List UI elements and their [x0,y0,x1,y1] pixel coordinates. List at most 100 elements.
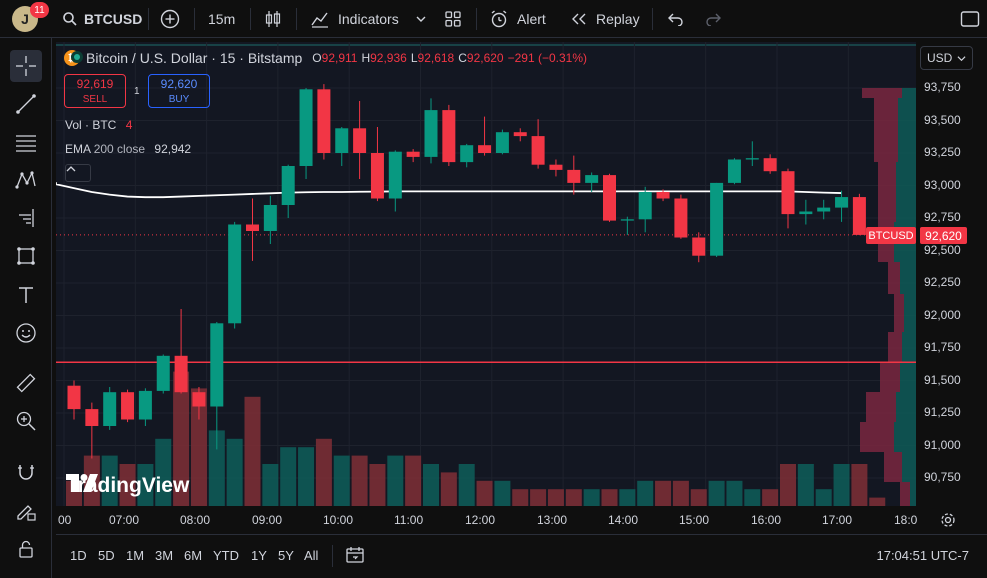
rewind-icon [572,13,586,25]
volume-bar [547,489,564,506]
volume-profile-bar-sell [878,162,896,222]
chart-settings-button[interactable] [940,512,956,531]
forecast-tool[interactable] [10,202,42,234]
candle-body [174,355,188,393]
compare-symbol-button[interactable] [160,0,180,38]
ema-value: 92,942 [154,142,192,156]
time-label: 09:00 [252,513,283,527]
candle-body [460,145,474,163]
magnet-tool[interactable] [10,456,42,488]
currency-label: USD [927,51,953,65]
volume-profile-bar-buy [904,294,916,332]
zoom-tool[interactable] [10,405,42,437]
range-1m-button[interactable]: 1M [126,548,145,563]
stay-drawing-tool[interactable] [10,495,42,527]
price-scale[interactable]: 93,750 93,500 93,250 93,000 92,750 92,500 92,2… [916,42,987,506]
volume-profile-bar-buy [896,392,916,422]
volume-bar [119,464,136,506]
market-status-icon [71,51,83,63]
plus-circle-icon [160,9,180,29]
pattern-icon [15,171,36,189]
timezone-clock[interactable]: 17:04:51 UTC-7 [876,548,969,563]
currency-select[interactable]: USD [920,46,973,70]
volume-bar [708,480,725,506]
volume-bar [101,455,118,506]
goto-date-button[interactable] [345,545,365,568]
symbol-title[interactable]: Bitcoin / U.S. Dollar · 15 · Bitstamp [86,50,303,66]
close-key: C [458,51,467,65]
volume-bar [315,438,332,506]
candle-body [121,392,135,420]
volume-bar [565,489,582,506]
indicators-icon [311,12,328,28]
chart-pane[interactable]: ₿ Bitcoin / U.S. Dollar · 15 · Bitstamp … [56,42,916,506]
time-axis[interactable]: 00 07:00 08:00 09:00 10:00 11:00 12:00 1… [56,506,987,534]
range-all-button[interactable]: All [304,548,319,563]
lock-icon [19,540,33,558]
chevron-up-icon [66,166,76,172]
interval-button[interactable]: 15m [208,0,235,38]
volume-value: 4 [125,118,133,132]
candle-body [406,151,420,157]
symbol-search-button[interactable]: BTCUSD [62,0,142,38]
volume-legend[interactable]: Vol · BTC 4 [65,118,132,132]
volume-bar [458,464,475,506]
range-6m-button[interactable]: 6M [184,548,203,563]
collapse-legend-button[interactable] [65,164,91,182]
candle-body [513,132,527,137]
candle-body [727,159,741,183]
range-3m-button[interactable]: 3M [155,548,174,563]
volume-profile-bar-buy [900,262,916,294]
replay-button[interactable]: Replay [570,0,640,38]
icon-tool[interactable] [10,317,42,349]
range-1d-button[interactable]: 1D [70,548,87,563]
undo-button[interactable] [667,0,685,38]
ema-legend[interactable]: EMA 200 close 92,942 [65,142,191,156]
shape-tool[interactable] [10,240,42,272]
layouts-button[interactable] [444,0,462,38]
trendline-tool[interactable] [10,88,42,120]
clock-time: 17:04:51 [876,548,928,563]
alert-button[interactable]: Alert [489,0,546,38]
range-5d-button[interactable]: 5D [98,548,115,563]
indicators-button[interactable]: Indicators [310,0,399,38]
indicators-label: Indicators [338,11,399,27]
crosshair-tool[interactable] [10,50,42,82]
lock-drawings-tool[interactable] [10,533,42,565]
time-label: 07:00 [109,513,140,527]
divider [194,8,195,30]
drawing-toolbar [0,38,52,578]
pattern-tool[interactable] [10,164,42,196]
text-icon [19,287,33,303]
measure-tool[interactable] [10,367,42,399]
top-toolbar: J 11 BTCUSD 15m Indicators Alert Replay [0,0,987,38]
volume-bar [298,447,315,506]
trendline-icon [16,94,36,114]
fullscreen-button[interactable] [960,0,980,38]
sell-button[interactable]: 92,619 SELL [64,74,126,108]
tradingview-logo: TradingView [66,474,189,498]
redo-icon [706,13,721,26]
fib-tool[interactable] [10,127,42,159]
chevron-down-icon [957,55,966,61]
range-1y-button[interactable]: 1Y [251,548,267,563]
range-5y-button[interactable]: 5Y [278,548,294,563]
symbol-price-tag: BTCUSD [866,227,916,244]
window-icon [960,11,980,27]
text-tool[interactable] [10,279,42,311]
volume-bar [244,396,261,506]
candle-body [549,164,563,170]
divider [332,545,333,567]
chart-type-button[interactable] [264,0,282,38]
volume-bar [869,497,886,506]
price-label: 93,750 [924,80,961,94]
sell-label: SELL [82,94,108,105]
indicators-dropdown[interactable] [415,0,427,38]
range-ytd-button[interactable]: YTD [213,548,239,563]
volume-profile-bar-sell [888,262,900,294]
change-value: −291 (−0.31%) [507,51,587,65]
redo-button[interactable] [704,0,722,38]
buy-button[interactable]: 92,620 BUY [148,74,210,108]
volume-bar [797,464,814,506]
candle-body [567,169,581,183]
